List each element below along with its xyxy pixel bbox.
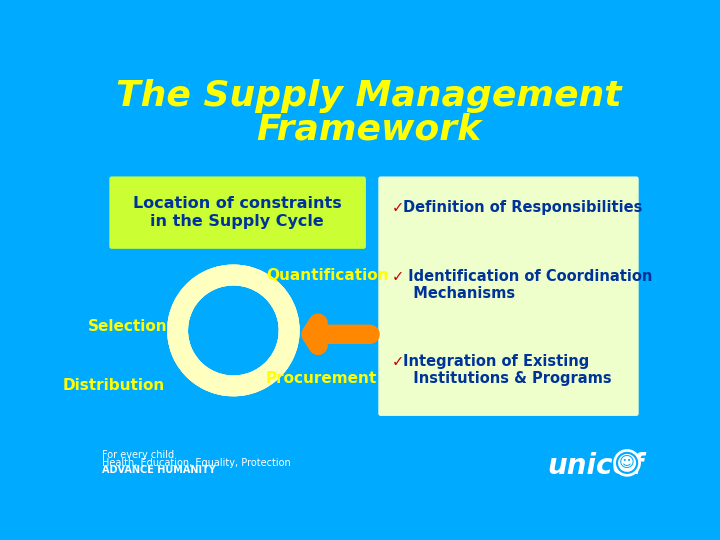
Text: Distribution: Distribution (63, 379, 165, 394)
Text: ✓: ✓ (392, 200, 405, 214)
Polygon shape (175, 303, 185, 316)
Text: The Supply Management: The Supply Management (116, 79, 622, 113)
Text: ✓: ✓ (392, 354, 405, 368)
Text: unicef: unicef (547, 452, 644, 480)
FancyBboxPatch shape (378, 177, 639, 416)
Text: ✓: ✓ (392, 269, 405, 284)
Text: Integration of Existing
  Institutions & Programs: Integration of Existing Institutions & P… (403, 354, 612, 386)
Polygon shape (248, 275, 261, 285)
Text: Procurement: Procurement (266, 370, 377, 386)
Circle shape (614, 450, 640, 476)
Text: Identification of Coordination
  Mechanisms: Identification of Coordination Mechanism… (403, 269, 652, 301)
Polygon shape (175, 345, 185, 358)
FancyBboxPatch shape (109, 177, 366, 249)
Text: ADVANCE HUMANITY: ADVANCE HUMANITY (102, 465, 215, 475)
Text: For every child: For every child (102, 450, 174, 460)
Text: Quantification: Quantification (266, 267, 388, 282)
Text: Selection: Selection (88, 319, 168, 334)
Text: ☺: ☺ (619, 455, 635, 470)
Polygon shape (264, 366, 276, 379)
Text: Location of constraints
in the Supply Cycle: Location of constraints in the Supply Cy… (133, 197, 341, 229)
Text: Framework: Framework (256, 112, 482, 146)
Text: Health, Education, Equality, Protection: Health, Education, Equality, Protection (102, 457, 290, 468)
Text: Definition of Responsibilities: Definition of Responsibilities (403, 200, 642, 214)
